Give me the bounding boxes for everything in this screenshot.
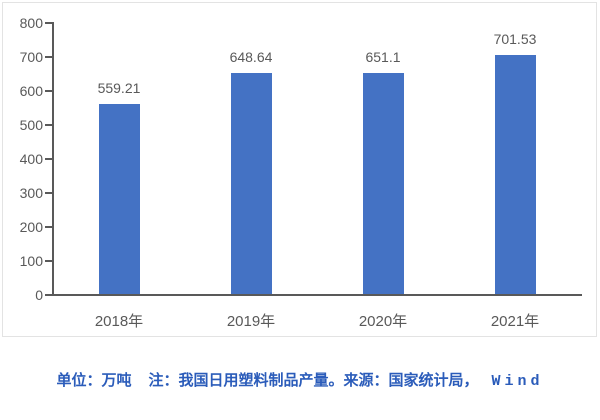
bar <box>230 73 272 294</box>
x-category-label: 2019年 <box>226 313 276 330</box>
y-tick-label: 300 <box>19 185 43 201</box>
y-tick-label: 700 <box>19 49 43 65</box>
y-axis-tick <box>45 90 52 92</box>
bar <box>98 103 140 294</box>
y-axis-tick <box>45 124 52 126</box>
y-tick-label: 800 <box>19 15 43 31</box>
bar <box>494 55 536 294</box>
y-tick-label: 0 <box>35 287 43 303</box>
y-tick-label: 200 <box>19 219 43 235</box>
y-axis-tick <box>45 192 52 194</box>
y-axis-tick <box>45 260 52 262</box>
caption-unit-label: 单位：万吨 <box>56 372 132 389</box>
bar-value-label: 701.53 <box>493 31 537 48</box>
y-axis-tick <box>45 22 52 24</box>
y-tick-label: 100 <box>19 253 43 269</box>
x-category-label: 2020年 <box>358 313 408 330</box>
y-axis-tick <box>45 56 52 58</box>
y-axis-line <box>52 22 54 296</box>
caption-note-label: 注：我国日用塑料制品产量。来源：国家统计局， <box>148 372 479 389</box>
x-category-label: 2018年 <box>94 313 144 330</box>
bar-value-label: 559.21 <box>97 79 141 96</box>
bar-value-label: 651.1 <box>365 48 401 65</box>
bar-chart: 800 700 600 500 400 300 200 100 0 559.21 2018年 648.… <box>2 2 597 337</box>
bar-value-label: 648.64 <box>229 49 273 66</box>
caption: 单位：万吨 注：我国日用塑料制品产量。来源：国家统计局， Wind <box>0 371 600 392</box>
y-axis-tick <box>45 294 52 296</box>
y-axis-tick <box>45 226 52 228</box>
x-category-label: 2021年 <box>490 313 540 330</box>
y-tick-label: 400 <box>19 151 43 167</box>
bar <box>362 72 404 294</box>
y-tick-label: 500 <box>19 117 43 133</box>
caption-source-label: Wind <box>491 373 544 390</box>
y-axis-tick <box>45 158 52 160</box>
y-tick-label: 600 <box>19 83 43 99</box>
x-axis-line <box>52 294 582 296</box>
